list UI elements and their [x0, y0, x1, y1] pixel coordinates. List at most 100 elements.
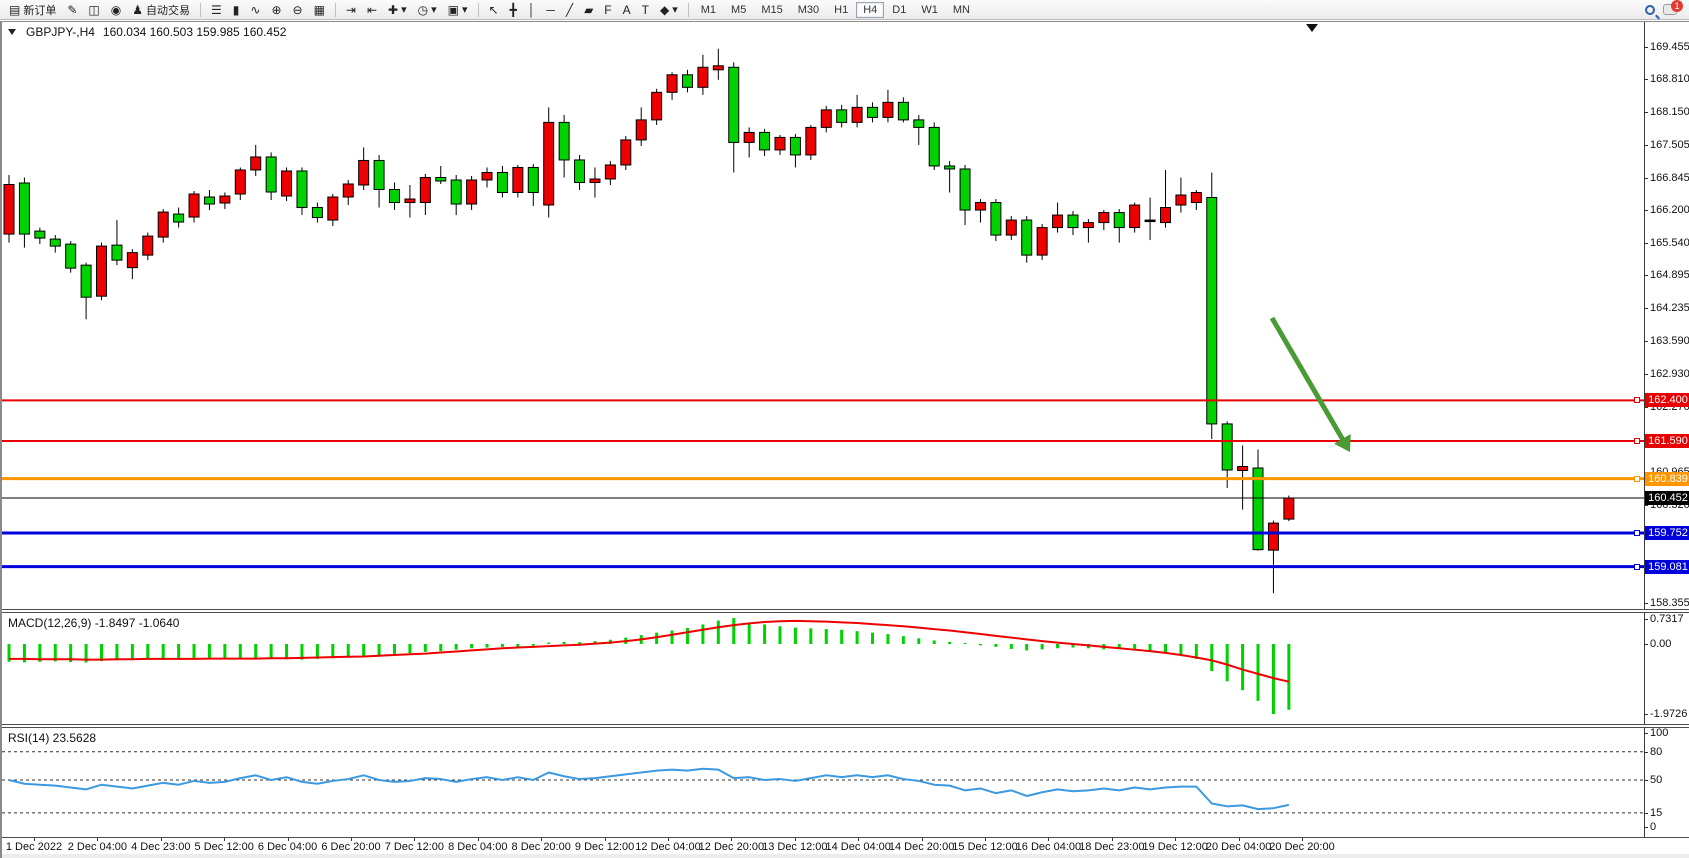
rsi-tick-mark	[1644, 812, 1648, 814]
notifications-icon[interactable]: 1	[1663, 0, 1683, 15]
trendline-tool-button[interactable]: ╱	[561, 1, 578, 18]
candlestick	[18, 182, 30, 235]
timeframe-m5-button[interactable]: M5	[724, 2, 753, 18]
date-axis[interactable]: 1 Dec 2022 2 Dec 04:00 4 Dec 23:00 5 Dec 12…	[2, 837, 1689, 853]
candlestick	[65, 243, 77, 269]
current-ohlc-label: 160.034 160.503 159.985 160.452	[102, 25, 287, 39]
rsi-pane-splitter[interactable]	[2, 724, 1689, 728]
marker-tool-button[interactable]: ✎	[62, 1, 82, 18]
channel-tool-button[interactable]: ▰	[579, 1, 598, 18]
timeframe-m1-button[interactable]: M1	[694, 2, 723, 18]
search-icon[interactable]	[1645, 4, 1655, 15]
text-tool-button[interactable]: A	[618, 1, 636, 18]
timeframe-w1-button[interactable]: W1	[914, 2, 945, 18]
crosshair-tool-button[interactable]: ╋	[505, 1, 522, 18]
text-label-tool-button[interactable]: T	[637, 1, 654, 18]
candlestick	[1036, 227, 1048, 256]
fibonacci-tool-button[interactable]: F	[599, 1, 616, 18]
chart-window-button[interactable]: ◫	[83, 1, 104, 18]
price-chart-pane[interactable]: GBPJPY-,H4 160.034 160.503 159.985 160.4…	[2, 22, 1689, 609]
candlestick	[311, 207, 323, 219]
date-tick-label: 12 Dec 20:00	[698, 841, 765, 853]
candlestick	[49, 238, 61, 247]
timeframe-m30-button-label: M30	[797, 3, 820, 16]
timeframe-m15-button-label: M15	[761, 3, 783, 16]
candlestick	[1098, 212, 1110, 224]
chart-shift-button[interactable]: ⇤	[362, 1, 382, 18]
new-order-icon: ▤	[9, 2, 21, 17]
chevron-down-icon[interactable]	[8, 29, 16, 35]
new-order-button-label: 新订单	[23, 4, 57, 17]
rsi-tick-label: 50	[1650, 774, 1663, 786]
timeframe-mn-button[interactable]: MN	[946, 2, 977, 18]
candlestick	[1283, 497, 1295, 520]
date-tick-label: 20 Dec 04:00	[1205, 841, 1272, 853]
timeframe-h1-button[interactable]: H1	[827, 2, 855, 18]
date-tick-label: 6 Dec 20:00	[321, 841, 381, 853]
auto-trading-button[interactable]: ♟ 自动交易	[127, 1, 195, 18]
templates-button[interactable]: ▣ ▾	[443, 1, 473, 18]
text-label-tool-icon: T	[641, 2, 649, 17]
candlestick	[666, 74, 678, 93]
cursor-tool-button[interactable]: ↖	[484, 1, 504, 18]
date-tick-label: 8 Dec 04:00	[448, 841, 508, 853]
timeframe-m15-button[interactable]: M15	[754, 2, 789, 18]
crosshair-tool-icon: ╋	[509, 2, 517, 17]
price-tick-mark	[1644, 79, 1648, 81]
candlestick	[466, 179, 478, 205]
date-tick-label: 7 Dec 12:00	[384, 841, 445, 853]
macd-tick-label: 0.7317	[1650, 613, 1684, 625]
horizontal-line-tool-button[interactable]: ─	[541, 1, 560, 18]
bar-chart-button[interactable]: ☰	[206, 1, 227, 18]
price-tag: 160.452	[1645, 490, 1689, 505]
auto-scroll-button[interactable]: ⇥	[341, 1, 361, 18]
price-tick-label: 158.355	[1650, 596, 1689, 609]
signal-button[interactable]: ◉	[106, 1, 126, 18]
price-tag: 162.400	[1645, 393, 1689, 408]
timeframe-m30-button[interactable]: M30	[791, 2, 826, 18]
cursor-tool-icon: ↖	[488, 2, 499, 17]
line-handle[interactable]	[1634, 397, 1640, 404]
arrows-tool-button[interactable]: ◆ ▾	[655, 1, 683, 18]
price-tag: 161.590	[1645, 433, 1689, 448]
date-tick-mark	[160, 838, 162, 841]
line-handle[interactable]	[1634, 563, 1640, 570]
candlestick	[1129, 204, 1141, 229]
macd-pane-splitter[interactable]	[2, 609, 1689, 613]
date-tick-mark	[351, 838, 352, 841]
candlestick	[589, 178, 601, 183]
tile-windows-button[interactable]: ▦	[309, 1, 330, 18]
macd-indicator-pane[interactable]: MACD(12,26,9) -1.8497 -1.0640 0.7317 0.00…	[2, 613, 1689, 724]
timeframe-h4-button[interactable]: H4	[856, 1, 885, 18]
date-tick-mark	[1048, 838, 1050, 841]
timeframe-mn-button-label: MN	[952, 3, 970, 16]
vertical-line-tool-button[interactable]: │	[523, 1, 541, 18]
line-handle[interactable]	[1634, 530, 1640, 537]
text-tool-icon: A	[622, 2, 631, 17]
timeframe-m5-button-label: M5	[731, 3, 747, 16]
periods-button[interactable]: ◷ ▾	[413, 1, 442, 18]
candlestick-chart-icon: ▮	[232, 2, 240, 17]
line-handle[interactable]	[1634, 437, 1640, 444]
zoom-in-button[interactable]: ⊕	[266, 1, 286, 18]
zoom-out-button[interactable]: ⊖	[288, 1, 308, 18]
candlestick	[774, 136, 786, 151]
candlestick	[1005, 219, 1017, 236]
toolbar-separator	[687, 2, 689, 17]
line-handle[interactable]	[1634, 475, 1640, 482]
candlestick-chart-button[interactable]: ▮	[228, 1, 245, 18]
indicators-button[interactable]: ✚ ▾	[383, 1, 412, 18]
zoom-in-icon: ⊕	[271, 2, 282, 17]
price-tick-mark	[1644, 406, 1648, 408]
annotation-arrow[interactable]	[1269, 316, 1351, 452]
periods-button-label: ▾	[431, 4, 437, 16]
chart-shift-marker-icon[interactable]	[1306, 24, 1318, 32]
line-chart-button[interactable]: ∿	[245, 1, 265, 18]
timeframe-d1-button[interactable]: D1	[885, 2, 913, 18]
date-tick-mark	[604, 838, 606, 841]
new-order-button[interactable]: ▤ 新订单	[4, 1, 61, 18]
price-tick-mark	[1644, 373, 1648, 375]
rsi-indicator-pane[interactable]: RSI(14) 23.5628 100 80 50 15 0	[2, 727, 1689, 837]
line-chart-icon: ∿	[250, 2, 261, 17]
